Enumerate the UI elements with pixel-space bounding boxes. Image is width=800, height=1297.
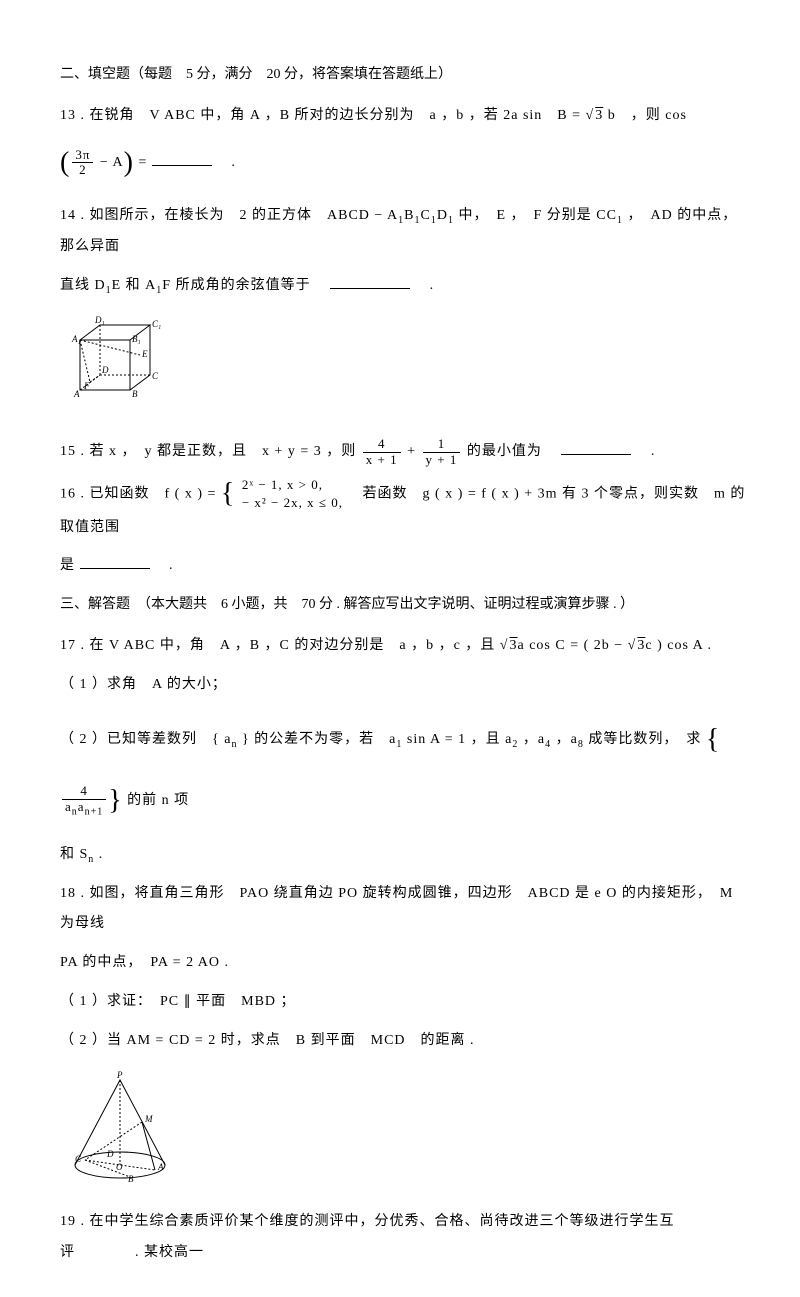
svg-text:P: P [116,1070,123,1080]
q14-l2a: 直线 D [60,278,106,293]
q15-blank [561,440,631,455]
svg-text:B₁: B₁ [132,334,141,344]
q14-line1-a: 14 . 如图所示，在棱长为 2 的正方体 ABCD − A [60,208,398,223]
q17-b: a cos C = ( 2b − √ [518,638,637,653]
q14-l2c: F 所成角的余弦值等于 [162,278,325,293]
q16-p1: 2ˣ − 1, x > 0, [242,476,343,494]
q17-p2e: ，a [551,732,578,747]
q14-l1c: C [420,208,430,223]
question-17: 17 . 在 V ABC 中，角 A ，B ，C 的对边分别是 a ，b ，c … [60,631,750,662]
question-15: 15 . 若 x ， y 都是正数，且 x + y = 3 ，则 4x + 1 … [60,437,750,468]
q17-line3: 和 Sn . [60,840,750,871]
q17-p2b: } 的公差不为零，若 a [237,732,396,747]
section-3-title: 三、解答题 （本大题共 6 小题，共 70 分 . 解答应写出文字说明、证明过程… [60,590,750,621]
svg-text:B: B [132,389,138,399]
question-19: 19 . 在中学生综合素质评价某个维度的测评中，分优秀、合格、尚待改进三个等级进… [60,1207,750,1269]
q17-p2c: sin A = 1 ，且 a [402,732,512,747]
q15-f1n: 4 [363,437,401,452]
q17-p2a: （ 2 ）已知等差数列 { a [60,732,231,747]
q17-fn: 4 [62,784,106,799]
q13-text-b: b ，则 cos [608,108,687,123]
q17-fda: a [65,799,72,814]
svg-text:D: D [106,1149,114,1159]
q15-f2d: y + 1 [423,453,461,467]
question-16-line2: 是 . [60,551,750,582]
q18-part2: （ 2 ）当 AM = CD = 2 时，求点 B 到平面 MCD 的距离 . [60,1026,750,1057]
q13-text-a: 13 . 在锐角 V ABC 中，角 A ，B 所对的边长分别为 a ，b ，若… [60,108,586,123]
svg-text:B: B [128,1174,134,1184]
q13-text-d: = [138,155,151,170]
svg-text:O: O [116,1162,123,1172]
svg-text:D₁: D₁ [94,315,105,325]
svg-text:C: C [152,371,159,381]
q16-blank [80,554,150,569]
q13-text-e: . [216,155,236,170]
q17-p2d: ，a [518,732,545,747]
q15-a: 15 . 若 x ， y 都是正数，且 x + y = 3 ，则 [60,444,361,459]
svg-text:C₁: C₁ [152,319,161,329]
svg-text:M: M [144,1114,153,1124]
q15-b: 的最小值为 [467,444,557,459]
q14-l1d: D [437,208,448,223]
section-2-title: 二、填空题（每题 5 分，满分 20 分，将答案填在答题纸上） [60,60,750,91]
q17-part1: （ 1 ）求角 A 的大小； [60,670,750,701]
q13-sqrt: 3 [594,108,603,123]
q17-s2: 3 [636,638,645,653]
q16-p2: − x² − 2x, x ≤ 0, [242,494,343,512]
svg-text:A: A [157,1162,164,1172]
question-18-line1: 18 . 如图，将直角三角形 PAO 绕直角边 PO 旋转构成圆锥，四边形 AB… [60,879,750,941]
q14-l1e: 中， E ， F 分别是 CC [454,208,617,223]
q16-c: . [154,558,174,573]
q15-f1d: x + 1 [363,453,401,467]
q13-text-c: − A [95,155,123,170]
cube-figure: A₁ D₁ C₁ B₁ A B C D E F [60,315,170,415]
q15-c: . [636,444,656,459]
question-13: 13 . 在锐角 V ABC 中，角 A ，B 所对的边长分别为 a ，b ，若… [60,101,750,193]
q16-a: 16 . 已知函数 f ( x ) = [60,487,221,502]
q17-p2g: 的前 n 项 [127,793,189,808]
svg-text:A₁: A₁ [71,334,81,344]
svg-text:D: D [101,365,109,375]
q13-frac-num: 3π [72,148,93,163]
q15-f2n: 1 [423,437,461,452]
question-16: 16 . 已知函数 f ( x ) = { 2ˣ − 1, x > 0, − x… [60,476,750,543]
q14-l2d: . [415,278,435,293]
q18-part1: （ 1 ）求证： PC ∥ 平面 MBD ； [60,987,750,1018]
q13-blank [152,151,212,166]
q13-paren: (3π2 − A) [60,132,134,194]
q17-c: c ) cos A . [645,638,712,653]
q14-blank [330,274,410,289]
question-14: 14 . 如图所示，在棱长为 2 的正方体 ABCD − A1B1C1D1 中，… [60,201,750,263]
question-18-line2: PA 的中点， PA = 2 AO . [60,948,750,979]
q17-a: 17 . 在 V ABC 中，角 A ，B ，C 的对边分别是 a ，b ，c … [60,638,509,653]
q14-l2b: E 和 A [112,278,157,293]
q16-l2: 是 [60,558,80,573]
cone-figure: P M A B C D O [60,1070,180,1185]
question-14-line2: 直线 D1E 和 A1F 所成角的余弦值等于 . [60,271,750,302]
q17-fdb: a [78,799,85,814]
q17-s1: 3 [509,638,518,653]
q17-l3b: . [94,847,103,862]
svg-text:F: F [83,381,90,391]
q14-l1b: B [404,208,414,223]
q17-l3: 和 S [60,847,88,862]
svg-text:A: A [73,389,80,399]
q13-frac-den: 2 [72,163,93,177]
q17-p2f: 成等比数列， 求 [584,732,706,747]
q15-plus: + [407,444,420,459]
svg-text:E: E [141,349,148,359]
q17-part2: （ 2 ）已知等差数列 { an } 的公差不为零，若 a1 sin A = 1… [60,709,750,832]
svg-text:C: C [75,1154,82,1164]
